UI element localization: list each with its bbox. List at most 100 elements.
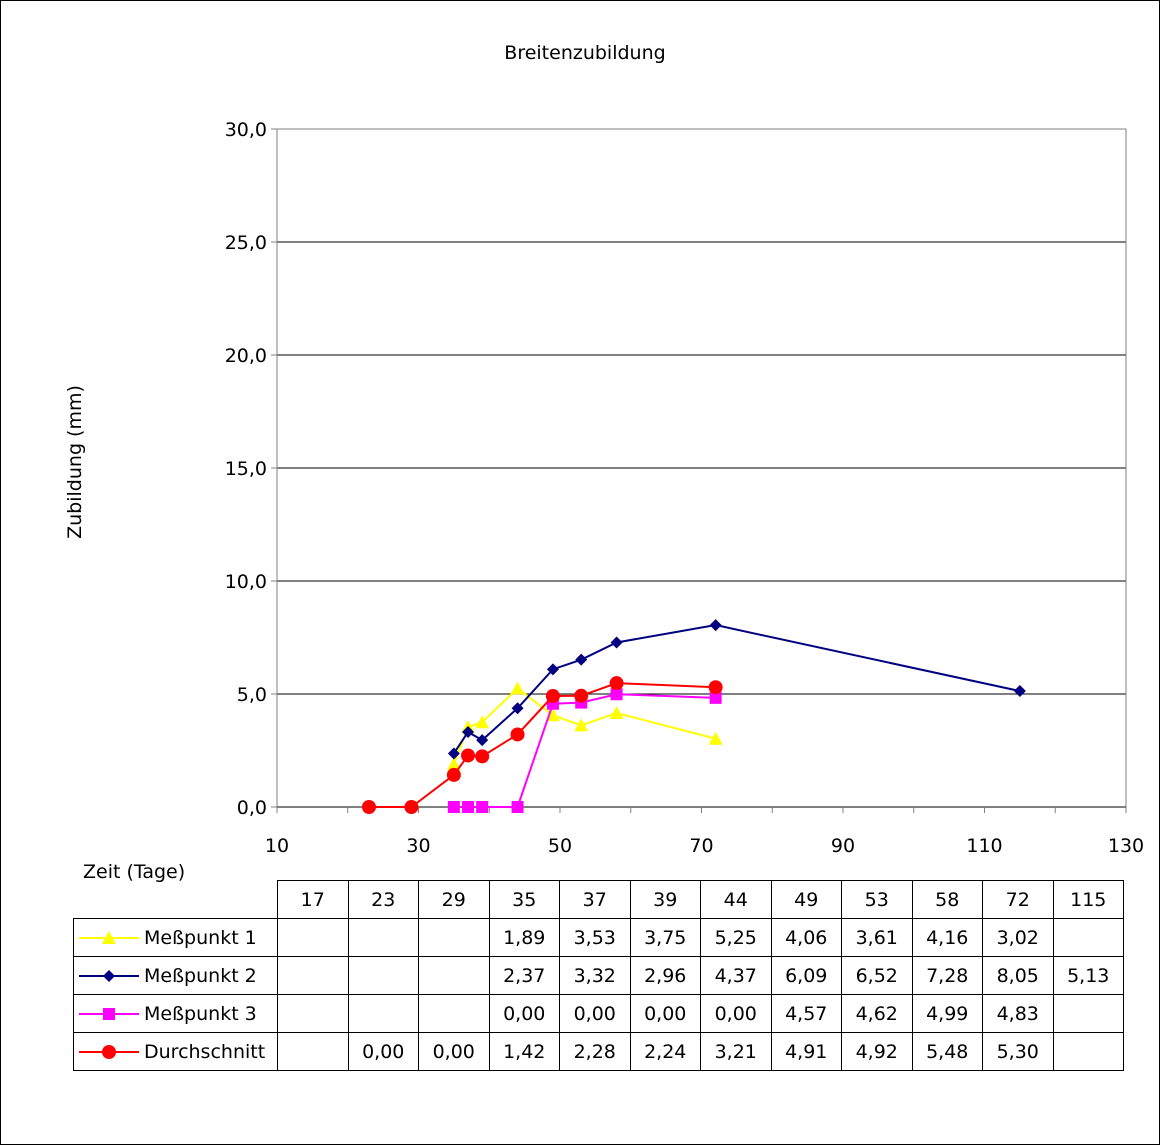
table-cell: 5,25 — [700, 918, 772, 957]
table-cell: 3,32 — [559, 956, 631, 995]
legend-entry: Durchschnitt — [73, 1032, 278, 1071]
legend-label: Meßpunkt 2 — [144, 964, 257, 987]
data-point — [462, 801, 475, 813]
table-cell: 6,52 — [841, 956, 913, 995]
data-point — [708, 680, 723, 695]
x-tick-label: 130 — [1108, 835, 1144, 857]
table-cell — [277, 1032, 349, 1071]
table-cell — [277, 994, 349, 1033]
table-column-header: 115 — [1052, 880, 1124, 919]
series-triangle — [446, 681, 723, 771]
table-cell: 7,28 — [911, 956, 983, 995]
table-cell: 1,42 — [488, 1032, 560, 1071]
table-cell: 3,53 — [559, 918, 631, 957]
table-cell: 3,21 — [700, 1032, 772, 1071]
legend-entry: Meßpunkt 2 — [73, 956, 278, 995]
y-tick-label: 30,0 — [225, 119, 267, 141]
legend-label: Meßpunkt 3 — [144, 1002, 257, 1025]
series-circle — [361, 676, 723, 814]
table-column-header: 29 — [418, 880, 490, 919]
data-point — [545, 708, 560, 722]
chart-title: Breitenzubildung — [504, 42, 665, 64]
data-point — [103, 970, 115, 982]
data-point — [1013, 685, 1026, 698]
data-point — [446, 767, 461, 782]
data-point — [511, 801, 524, 813]
legend-entry: Meßpunkt 1 — [73, 918, 278, 957]
table-cell — [418, 918, 490, 957]
legend-key-square — [79, 1008, 139, 1020]
table-cell: 2,28 — [559, 1032, 631, 1071]
table-cell: 2,37 — [488, 956, 560, 995]
table-cell: 6,09 — [770, 956, 842, 995]
y-tick-label: 25,0 — [225, 232, 267, 254]
table-cell — [418, 956, 490, 995]
table-cell: 5,13 — [1052, 956, 1124, 995]
data-point — [476, 801, 489, 813]
table-cell: 3,02 — [982, 918, 1054, 957]
table-cell — [1052, 1032, 1124, 1071]
data-point — [709, 691, 722, 704]
data-point — [475, 715, 490, 729]
table-column-header: 35 — [488, 880, 560, 919]
data-point — [102, 931, 116, 944]
table-cell: 4,91 — [770, 1032, 842, 1071]
table-cell: 5,30 — [982, 1032, 1054, 1071]
table-cell: 0,00 — [418, 1032, 490, 1071]
data-point — [610, 688, 623, 701]
table-cell — [347, 918, 419, 957]
table-cell: 0,00 — [347, 1032, 419, 1071]
y-tick-label: 10,0 — [225, 571, 267, 593]
table-cell: 4,06 — [770, 918, 842, 957]
table-column-header: 17 — [277, 880, 349, 919]
data-point — [510, 727, 525, 742]
data-point — [361, 800, 376, 814]
series-square — [447, 688, 722, 813]
data-point — [461, 748, 476, 763]
table-row: Durchschnitt 0,00 0,00 1,42 2,28 2,24 3,21 4,91… — [73, 1032, 1124, 1071]
data-point — [475, 749, 490, 764]
table-column-header: 49 — [770, 880, 842, 919]
table-cell: 4,37 — [700, 956, 772, 995]
x-tick-label: 110 — [966, 835, 1002, 857]
legend-entry: Meßpunkt 3 — [73, 994, 278, 1033]
table-corner — [73, 880, 278, 919]
table-cell: 3,75 — [629, 918, 701, 957]
data-point — [102, 1045, 116, 1059]
table-column-header: 58 — [911, 880, 983, 919]
table-cell: 0,00 — [700, 994, 772, 1033]
y-tick-label: 20,0 — [225, 345, 267, 367]
data-point — [462, 725, 475, 738]
data-point — [709, 619, 722, 632]
x-tick-label: 70 — [689, 835, 713, 857]
table-cell — [347, 994, 419, 1033]
data-point — [103, 1008, 115, 1020]
table-cell: 8,05 — [982, 956, 1054, 995]
data-point — [511, 702, 524, 715]
data-point — [510, 681, 525, 695]
data-point — [446, 757, 461, 771]
data-point — [609, 676, 624, 691]
data-point — [574, 688, 589, 703]
data-point — [447, 801, 460, 813]
table-cell — [1052, 918, 1124, 957]
table-row: Meßpunkt 2 2,37 3,32 2,96 4,37 6,09 6,52 7,28 8,… — [73, 956, 1124, 995]
data-point — [574, 718, 589, 732]
x-tick-label: 50 — [548, 835, 572, 857]
series-layer — [361, 619, 1026, 814]
gridlines — [277, 128, 1126, 695]
table-cell — [1052, 994, 1124, 1033]
table-cell — [277, 956, 349, 995]
table-cell: 4,99 — [911, 994, 983, 1033]
table-cell: 3,61 — [841, 918, 913, 957]
table-cell — [277, 918, 349, 957]
legend-key-circle — [79, 1045, 139, 1059]
table-cell: 2,96 — [629, 956, 701, 995]
table-cell: 0,00 — [559, 994, 631, 1033]
table-cell: 0,00 — [488, 994, 560, 1033]
x-tick-label: 30 — [406, 835, 430, 857]
table-cell — [347, 956, 419, 995]
legend-label: Durchschnitt — [144, 1040, 266, 1063]
data-table: 17 23 29 35 37 39 44 49 53 58 72 115 Meßpunkt 1 1,89 3… — [73, 880, 1124, 1071]
